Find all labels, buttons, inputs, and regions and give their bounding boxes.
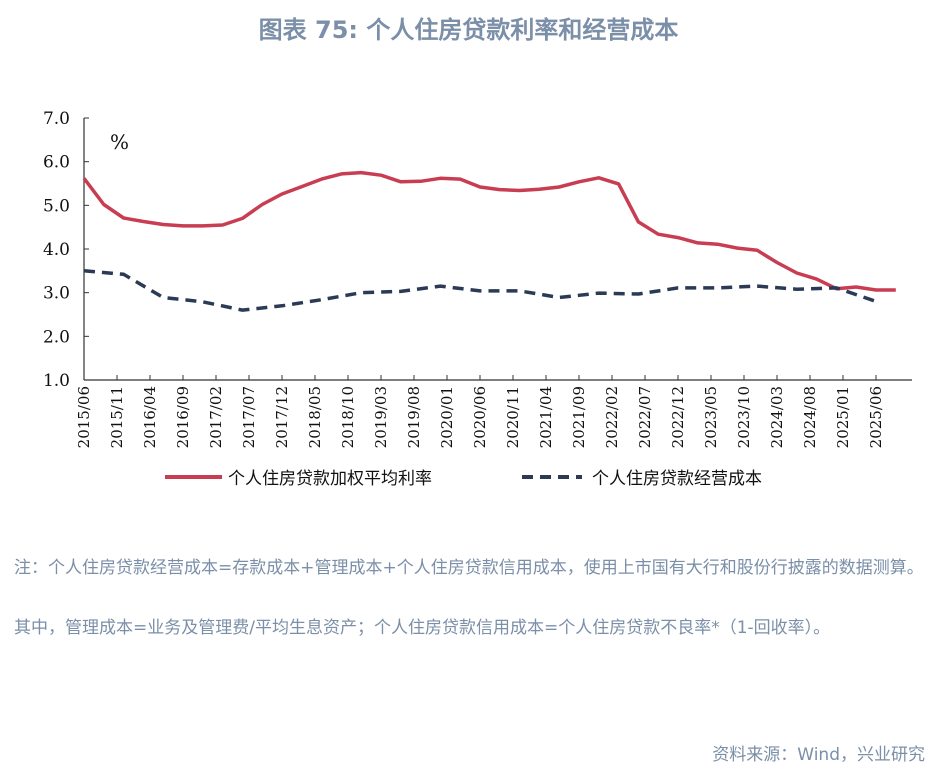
x-tick-label: 2025/06 bbox=[867, 386, 885, 448]
chart-title: 图表 75: 个人住房贷款利率和经营成本 bbox=[258, 16, 679, 44]
x-tick-label: 2024/08 bbox=[801, 386, 819, 448]
y-tick-label: 7.0 bbox=[43, 109, 70, 129]
x-tick-label: 2024/03 bbox=[768, 386, 786, 448]
y-tick-label: 2.0 bbox=[43, 327, 70, 347]
y-tick-label: 6.0 bbox=[43, 153, 70, 173]
y-tick-label: 3.0 bbox=[43, 284, 70, 304]
footnote: 注：个人住房贷款经营成本=存款成本+管理成本+个人住房贷款信用成本，使用上市国有… bbox=[14, 558, 924, 638]
source-text: 资料来源：Wind，兴业研究 bbox=[712, 745, 925, 765]
x-tick-label: 2018/10 bbox=[339, 386, 357, 448]
x-tick-label: 2023/10 bbox=[735, 386, 753, 448]
x-tick-label: 2020/01 bbox=[438, 386, 456, 448]
x-tick-label: 2016/04 bbox=[141, 386, 159, 448]
x-tick-label: 2015/11 bbox=[108, 386, 126, 448]
x-tick-label: 2017/12 bbox=[273, 386, 291, 448]
x-tick-label: 2018/05 bbox=[306, 386, 324, 448]
x-tick-label: 2016/09 bbox=[174, 386, 192, 448]
y-tick-label: 4.0 bbox=[43, 240, 70, 260]
line-chart: 1.0 2.0 3.0 4.0 5.0 6.0 7.0 2015/06 2015/11 2016/… bbox=[43, 109, 912, 489]
x-tick-label: 2015/06 bbox=[75, 386, 93, 448]
x-tick-label: 2017/07 bbox=[240, 386, 258, 448]
x-tick-label: 2020/06 bbox=[471, 386, 489, 448]
y-tick-label: 5.0 bbox=[43, 196, 70, 216]
x-tick-label: 2022/02 bbox=[603, 386, 621, 448]
x-tick-label: 2021/04 bbox=[537, 386, 555, 448]
x-tick-label: 2017/02 bbox=[207, 386, 225, 448]
x-tick-label: 2022/12 bbox=[669, 386, 687, 448]
unit-label: % bbox=[110, 130, 129, 154]
series-line-rate bbox=[82, 170, 896, 292]
x-tick-label: 2023/05 bbox=[702, 386, 720, 448]
legend: 个人住房贷款加权平均利率 个人住房贷款经营成本 bbox=[165, 469, 762, 489]
x-tick-label: 2019/08 bbox=[405, 386, 423, 448]
legend-label-cost: 个人住房贷款经营成本 bbox=[592, 469, 762, 489]
x-tick-label: 2019/03 bbox=[372, 386, 390, 448]
y-tick-label: 1.0 bbox=[43, 371, 70, 391]
x-tick-label: 2020/11 bbox=[504, 386, 522, 448]
x-tick-label: 2025/01 bbox=[834, 386, 852, 448]
x-tick-label: 2021/09 bbox=[570, 386, 588, 448]
series-line-cost bbox=[83, 269, 877, 312]
plot-area: 1.0 2.0 3.0 4.0 5.0 6.0 7.0 2015/06 2015/11 2016/… bbox=[43, 109, 912, 448]
legend-label-rate: 个人住房贷款加权平均利率 bbox=[228, 469, 432, 489]
x-tick-label: 2022/07 bbox=[636, 386, 654, 448]
